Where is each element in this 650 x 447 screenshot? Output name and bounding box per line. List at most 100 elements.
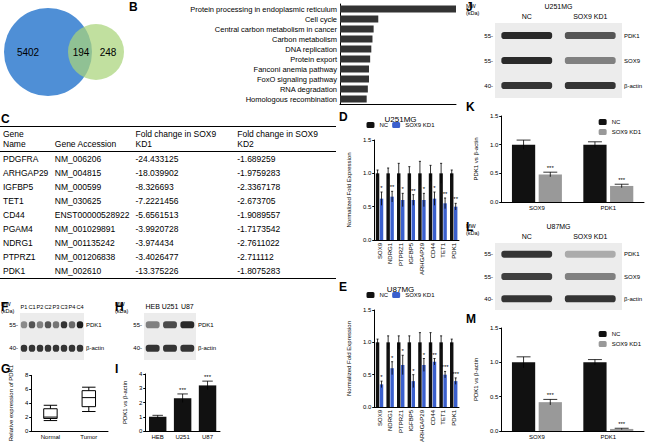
svg-text:P1: P1: [21, 304, 28, 310]
svg-text:55-: 55-: [484, 251, 493, 257]
svg-text:C3: C3: [60, 304, 67, 310]
svg-text:*: *: [412, 368, 415, 374]
svg-text:SOX9 KD1: SOX9 KD1: [612, 129, 642, 135]
svg-text:U87: U87: [202, 434, 214, 440]
svg-text:β-actin: β-actin: [624, 296, 642, 302]
svg-text:0: 0: [139, 428, 143, 434]
svg-text:1.0: 1.0: [363, 339, 372, 345]
svg-text:U251MG: U251MG: [384, 115, 416, 124]
svg-text:1.5: 1.5: [363, 137, 372, 143]
svg-text:3: 3: [139, 385, 143, 391]
svg-text:NDRG1: NDRG1: [387, 242, 393, 264]
svg-text:NC: NC: [612, 119, 621, 125]
svg-text:PDK1: PDK1: [198, 322, 214, 328]
svg-text:C1: C1: [28, 304, 35, 310]
svg-text:40-: 40-: [9, 345, 18, 351]
svg-text:Normalized Fold Expression: Normalized Fold Expression: [346, 152, 352, 227]
svg-text:SOX9: SOX9: [377, 409, 383, 426]
svg-text:NC: NC: [522, 233, 532, 240]
svg-text:***: ***: [452, 371, 460, 377]
svg-text:*: *: [391, 355, 394, 361]
svg-text:SOX9 KD1: SOX9 KD1: [612, 341, 642, 347]
svg-text:1.0: 1.0: [363, 170, 372, 176]
svg-text:TET1: TET1: [440, 409, 446, 424]
svg-text:Carbon metabolism: Carbon metabolism: [272, 35, 337, 44]
svg-text:PTPRZ1: PTPRZ1: [398, 242, 404, 266]
svg-text:*: *: [433, 185, 436, 191]
svg-text:55-: 55-: [9, 322, 18, 328]
svg-text:0.0: 0.0: [490, 428, 499, 434]
svg-text:C4: C4: [76, 304, 83, 310]
svg-text:8: 8: [25, 372, 29, 378]
svg-text:IGFBP5: IGFBP5: [408, 242, 414, 264]
svg-text:β-actin: β-actin: [624, 83, 642, 89]
svg-text:RNA degradation: RNA degradation: [280, 85, 337, 94]
svg-text:**: **: [453, 196, 458, 202]
svg-text:*: *: [402, 186, 405, 192]
svg-text:β-actin: β-actin: [86, 345, 104, 351]
svg-text:*: *: [380, 374, 383, 380]
svg-text:***: ***: [442, 364, 450, 370]
svg-text:Protein processing in endoplas: Protein processing in endoplasmic reticu…: [190, 5, 337, 14]
svg-text:DNA replication: DNA replication: [285, 45, 337, 54]
svg-text:6: 6: [25, 386, 29, 392]
svg-text:0: 0: [25, 428, 29, 434]
svg-text:2: 2: [139, 400, 143, 406]
svg-text:PDK1 vs β-actin: PDK1 vs β-actin: [122, 381, 128, 424]
svg-text:PDK1: PDK1: [624, 33, 640, 39]
svg-text:SOX9 KD1: SOX9 KD1: [573, 13, 607, 20]
svg-text:U87MG: U87MG: [546, 223, 570, 230]
svg-text:*: *: [423, 186, 426, 192]
svg-text:*: *: [402, 348, 405, 354]
svg-text:U251MG: U251MG: [544, 3, 572, 10]
svg-text:55-: 55-: [133, 322, 142, 328]
svg-text:0.0: 0.0: [363, 237, 372, 243]
svg-text:0.5: 0.5: [490, 170, 499, 176]
svg-text:***: ***: [204, 374, 212, 380]
svg-text:SOX9: SOX9: [624, 274, 641, 280]
svg-text:**: **: [390, 184, 395, 190]
svg-text:SOX9: SOX9: [529, 434, 546, 440]
svg-text:PDK1: PDK1: [86, 322, 102, 328]
svg-text:P3: P3: [53, 304, 60, 310]
svg-text:*: *: [380, 185, 383, 191]
svg-text:NDRG1: NDRG1: [387, 409, 393, 431]
svg-text:IGFBP5: IGFBP5: [408, 409, 414, 431]
svg-text:U87MG: U87MG: [387, 285, 415, 294]
svg-text:P2: P2: [37, 304, 44, 310]
svg-text:FoxO signaling pathway: FoxO signaling pathway: [257, 75, 337, 84]
svg-text:Fanconi anemia pathway: Fanconi anemia pathway: [254, 65, 338, 74]
svg-text:NC: NC: [612, 331, 621, 337]
svg-text:1.0: 1.0: [490, 142, 499, 148]
svg-text:Tumor: Tumor: [80, 434, 97, 440]
svg-text:1: 1: [139, 414, 143, 420]
svg-text:U87: U87: [181, 303, 194, 310]
svg-text:SOX9: SOX9: [529, 205, 546, 211]
svg-text:U251: U251: [162, 303, 179, 310]
svg-text:SOX9 KD1: SOX9 KD1: [573, 233, 607, 240]
svg-text:Central carbon metabolism in c: Central carbon metabolism in cancer: [215, 25, 338, 34]
svg-text:P4: P4: [69, 304, 76, 310]
svg-text:PDK1: PDK1: [624, 251, 640, 257]
svg-text:0.5: 0.5: [363, 204, 372, 210]
svg-text:CD44: CD44: [430, 409, 436, 425]
svg-text:PDK1: PDK1: [451, 409, 457, 425]
svg-text:PDK1 vs β-actin: PDK1 vs β-actin: [473, 137, 479, 180]
svg-text:1.5: 1.5: [490, 113, 499, 119]
svg-text:SOX9: SOX9: [624, 58, 641, 64]
svg-text:**: **: [432, 352, 437, 358]
svg-text:2: 2: [25, 414, 29, 420]
svg-text:ARHGAP29: ARHGAP29: [419, 242, 425, 275]
svg-text:TET1: TET1: [440, 242, 446, 257]
svg-text:CD44: CD44: [430, 242, 436, 258]
svg-text:Normal: Normal: [41, 434, 60, 440]
svg-text:0.5: 0.5: [490, 394, 499, 400]
svg-text:***: ***: [618, 421, 626, 427]
svg-text:*: *: [423, 352, 426, 358]
svg-text:HEB: HEB: [145, 303, 160, 310]
svg-text:40-: 40-: [484, 83, 493, 89]
svg-text:Normalized Fold Expression: Normalized Fold Expression: [346, 321, 352, 396]
svg-text:55-: 55-: [484, 33, 493, 39]
svg-text:1.0: 1.0: [490, 359, 499, 365]
svg-text:4: 4: [139, 371, 143, 377]
